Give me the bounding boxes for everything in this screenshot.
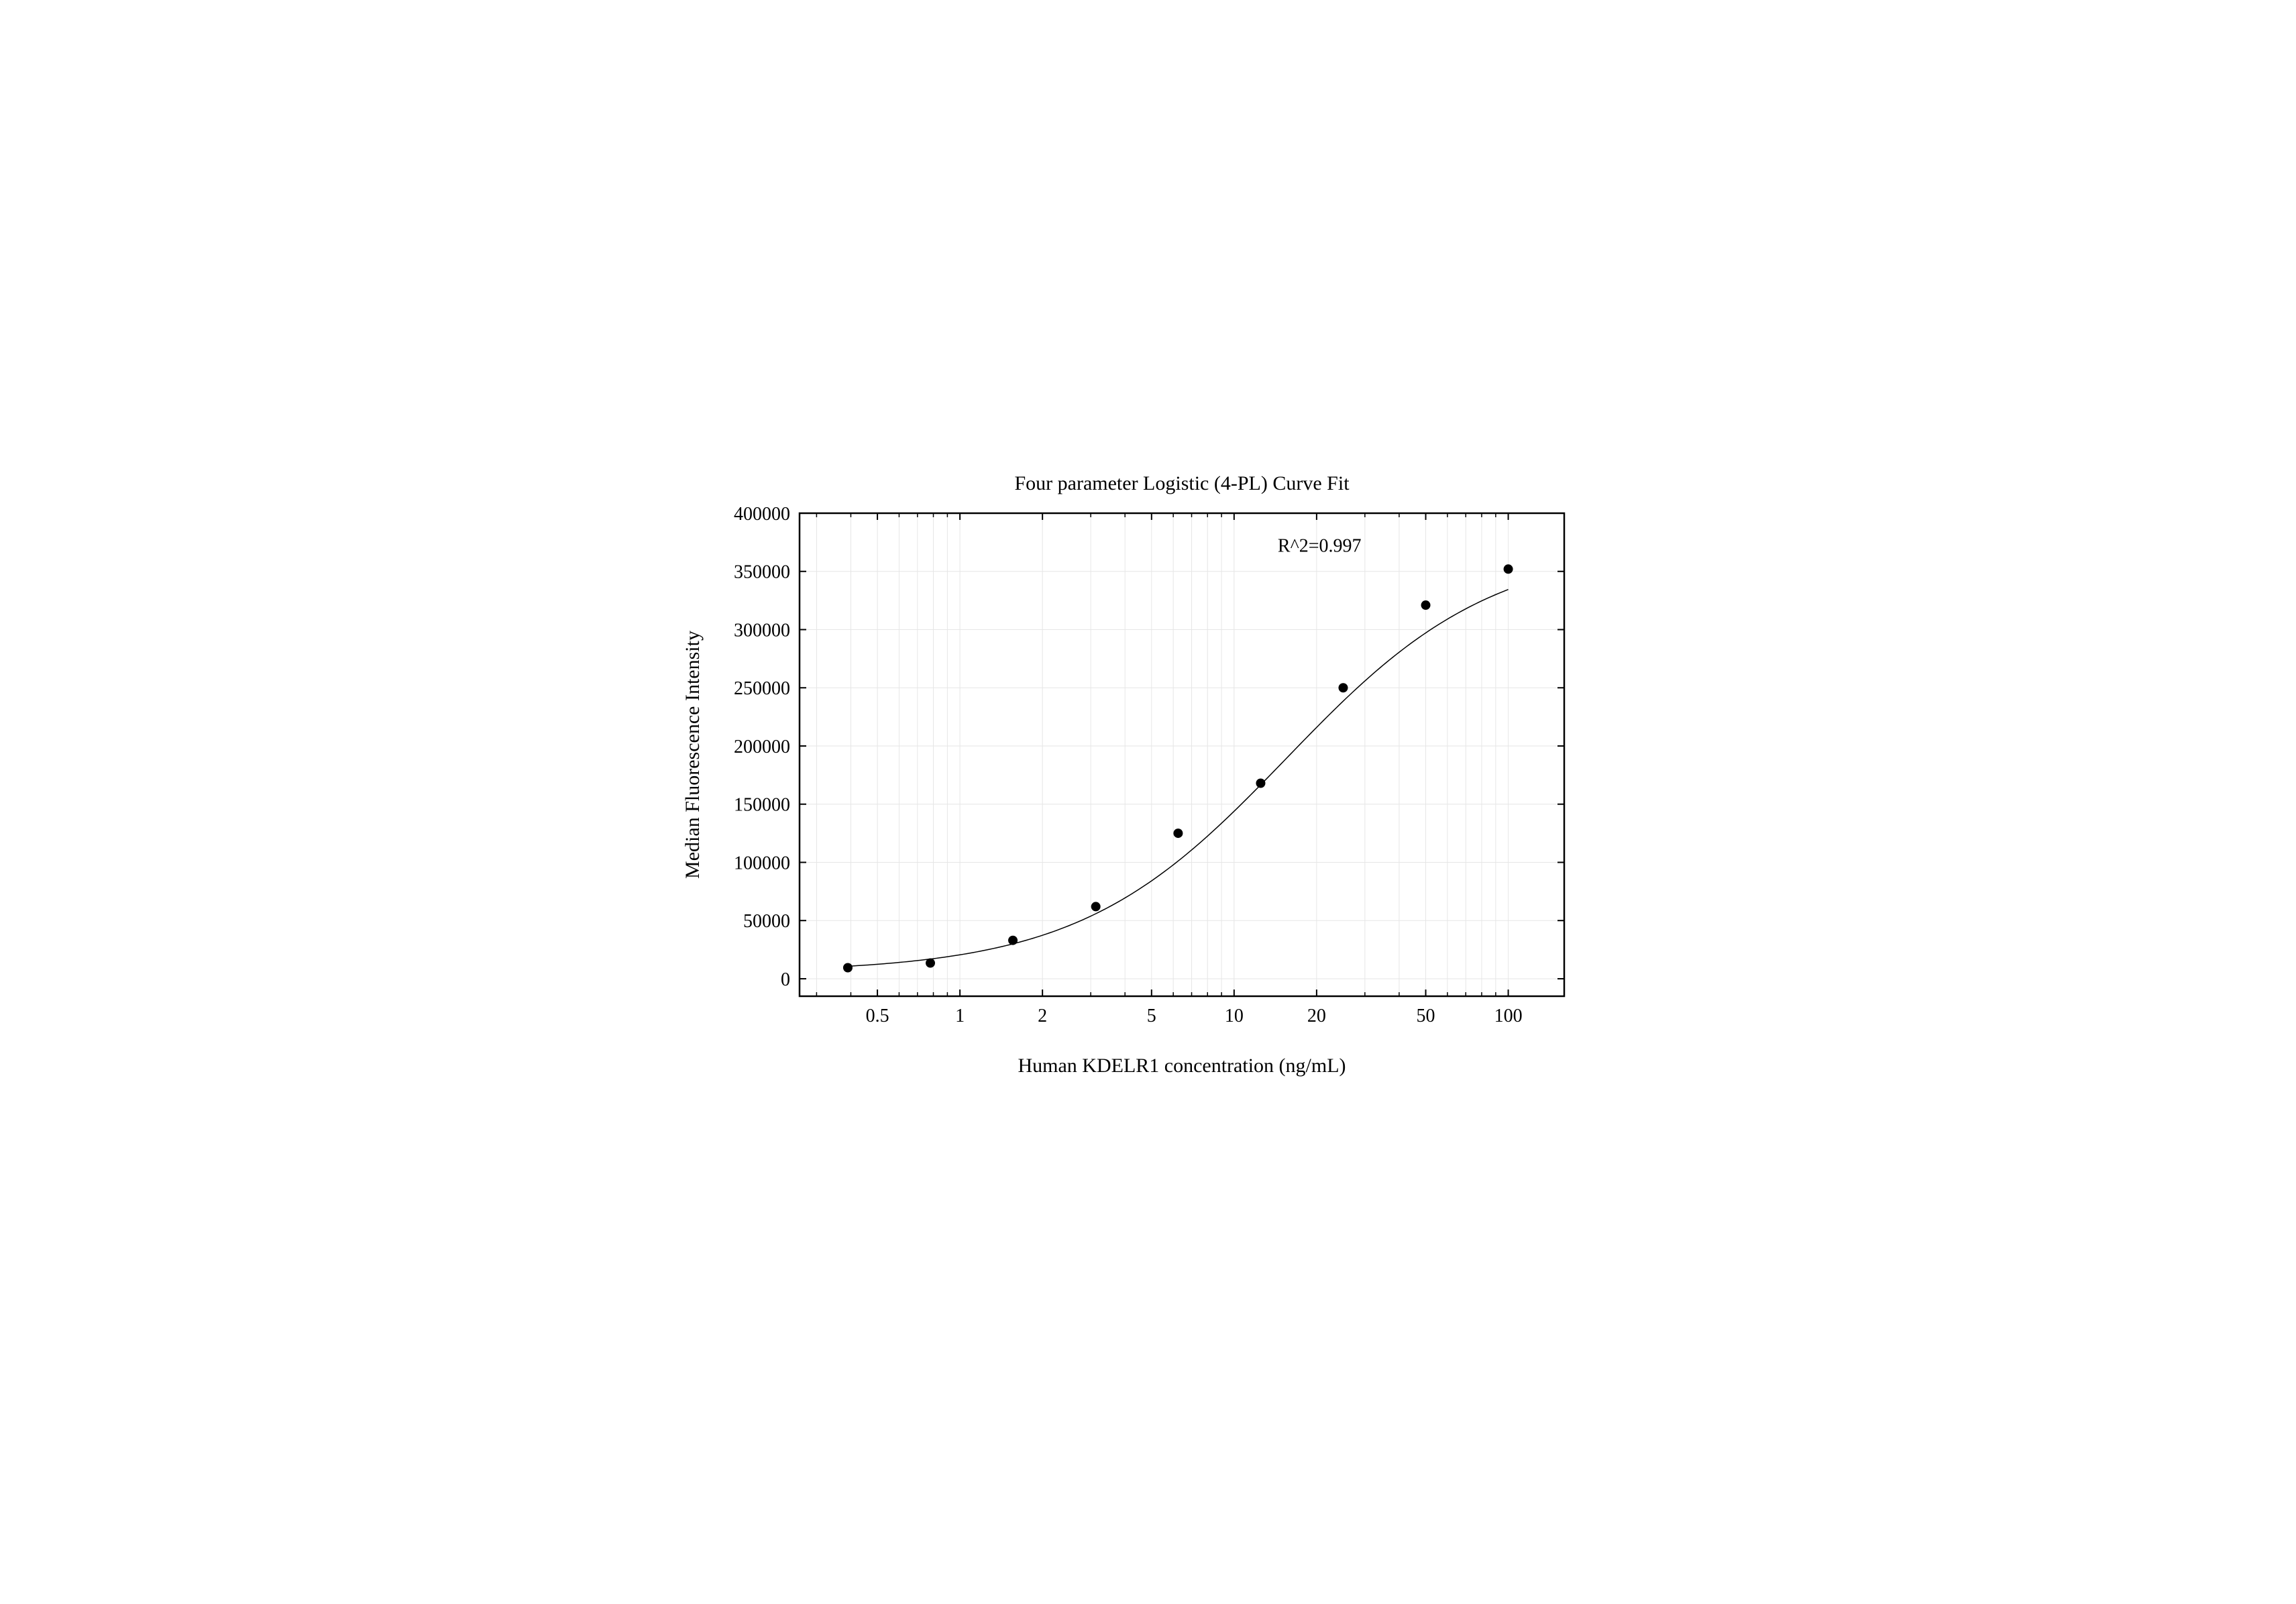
chart-title-svg: Four parameter Logistic (4-PL) Curve Fit xyxy=(1014,472,1350,494)
data-point xyxy=(1008,935,1018,945)
data-point xyxy=(842,963,852,972)
x-tick-label: 1 xyxy=(955,1006,965,1026)
data-point xyxy=(1503,564,1513,574)
y-tick-label: 400000 xyxy=(734,503,790,524)
x-tick-label: 5 xyxy=(1146,1006,1156,1026)
y-axis-label-svg: Median Fluorescence Intensity xyxy=(681,631,704,879)
data-point xyxy=(1421,600,1430,610)
y-tick-label: 300000 xyxy=(734,620,790,641)
data-point xyxy=(1091,902,1100,911)
y-tick-label: 50000 xyxy=(743,911,790,932)
x-tick-label: 20 xyxy=(1307,1006,1325,1026)
chart-area: 0.5 1 2 5 10 20 50 100 0 50000 100000 150000 200000 2… xyxy=(639,446,1658,1159)
data-point xyxy=(926,958,935,967)
data-point xyxy=(1256,778,1265,788)
y-tick-label: 150000 xyxy=(734,794,790,815)
data-point xyxy=(1173,828,1183,838)
x-tick-label: 50 xyxy=(1416,1006,1435,1026)
x-tick-label: 2 xyxy=(1038,1006,1047,1026)
y-tick-label: 200000 xyxy=(734,736,790,757)
x-tick-label: 10 xyxy=(1224,1006,1243,1026)
x-tick-label: 0.5 xyxy=(865,1006,889,1026)
y-tick-label: 0 xyxy=(781,969,790,990)
x-tick-label: 100 xyxy=(1494,1006,1522,1026)
y-tick-label: 250000 xyxy=(734,678,790,699)
data-point xyxy=(1338,683,1348,692)
r2-annotation-svg: R^2=0.997 xyxy=(1277,535,1361,556)
y-tick-label: 350000 xyxy=(734,562,790,582)
y-tick-label: 100000 xyxy=(734,853,790,873)
x-axis-label-svg: Human KDELR1 concentration (ng/mL) xyxy=(1018,1055,1346,1077)
